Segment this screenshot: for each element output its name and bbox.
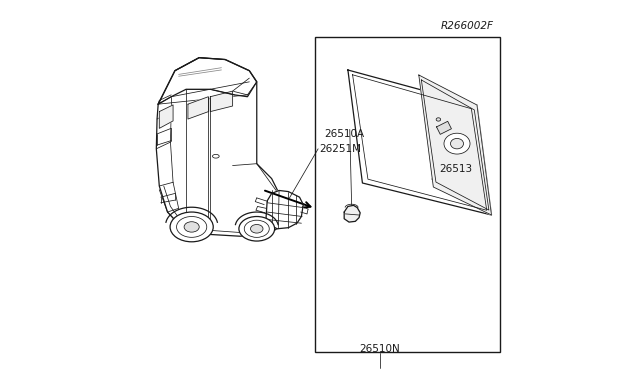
Ellipse shape [239, 217, 275, 241]
Polygon shape [266, 190, 303, 229]
Polygon shape [159, 105, 173, 128]
Ellipse shape [250, 224, 263, 233]
Text: R266002F: R266002F [440, 21, 493, 31]
Polygon shape [348, 70, 492, 215]
Text: 26251M: 26251M [319, 144, 361, 154]
Text: 26510A: 26510A [324, 129, 364, 139]
Polygon shape [419, 75, 492, 215]
Ellipse shape [184, 222, 199, 232]
Polygon shape [211, 91, 232, 112]
Polygon shape [156, 58, 283, 236]
Bar [315, 37, 500, 352]
Polygon shape [158, 58, 257, 104]
Ellipse shape [244, 220, 269, 237]
Ellipse shape [170, 212, 213, 242]
Ellipse shape [436, 118, 440, 121]
Text: 26510N: 26510N [359, 344, 400, 354]
Polygon shape [344, 205, 360, 222]
Ellipse shape [212, 154, 219, 158]
Polygon shape [436, 121, 451, 134]
Ellipse shape [444, 133, 470, 154]
Polygon shape [188, 97, 209, 119]
Text: 26513: 26513 [439, 164, 472, 174]
Ellipse shape [177, 217, 207, 237]
Ellipse shape [451, 138, 463, 149]
